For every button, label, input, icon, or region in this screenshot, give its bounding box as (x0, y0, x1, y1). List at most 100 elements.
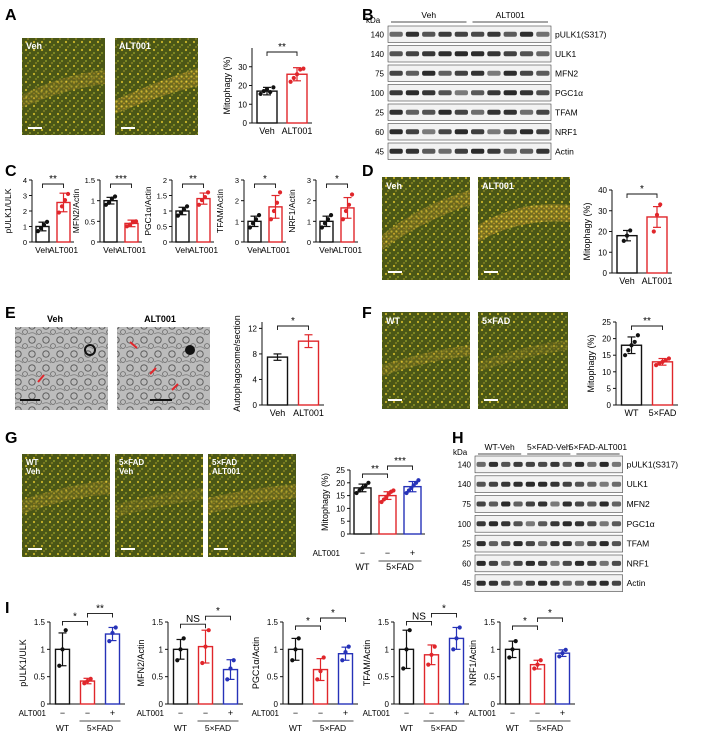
blot-band (513, 580, 523, 586)
blot-band (471, 51, 485, 57)
kda-marker: 100 (371, 89, 385, 98)
significance-label: ** (278, 42, 286, 53)
x-tick-label: Veh (103, 245, 118, 255)
blot-strip (387, 142, 552, 160)
bar-chart-c-1: 0 1 2 3 4 pULK1/ULK Veh ALT001 ** (3, 174, 78, 255)
blot-band (503, 109, 517, 115)
blot-band (476, 461, 486, 467)
blot-band (405, 90, 420, 96)
blot-band (519, 51, 534, 57)
treatment-label: ALT001 (137, 709, 165, 718)
y-axis-label: MFN2/Actin (71, 189, 81, 234)
y-tick-label: 20 (238, 82, 247, 91)
blot-strip (474, 515, 623, 533)
panel-label: B (362, 7, 374, 24)
treatment-sign: − (429, 708, 434, 718)
y-tick-label: 10 (602, 368, 611, 377)
protein-label: MFN2 (555, 68, 578, 78)
blot-band (611, 481, 622, 487)
bar (79, 680, 96, 705)
x-tick-label: ALT001 (189, 245, 218, 255)
data-point (271, 208, 277, 214)
treatment-sign: − (60, 708, 65, 718)
blot-band (501, 560, 511, 566)
blot-band (438, 148, 452, 154)
blot-band (438, 129, 452, 135)
data-point (296, 636, 301, 641)
group-label: WT (400, 723, 413, 733)
blot-band (562, 521, 572, 527)
y-tick-label: 25 (602, 318, 611, 327)
significance-label: * (331, 608, 335, 619)
y-tick-label: 20 (336, 479, 345, 488)
x-tick-label: ALT001 (49, 245, 78, 255)
y-tick-label: 1 (491, 645, 496, 654)
blot-band (389, 148, 403, 154)
data-point (181, 636, 186, 641)
data-point (298, 67, 303, 72)
protein-label: MFN2 (627, 499, 650, 509)
blot-band (599, 461, 609, 467)
red-arrow-icon (129, 341, 138, 349)
protein-label: ULK1 (555, 49, 577, 59)
blot-band (574, 481, 585, 487)
blot-band (389, 109, 403, 115)
y-tick-label: 0 (41, 700, 46, 709)
micrograph-label: Veh (26, 41, 42, 51)
data-point (629, 343, 634, 348)
kda-marker: 75 (375, 69, 384, 78)
micrograph-5xfad-veh: 5×FAD Veh (115, 454, 203, 557)
blot-band (454, 109, 468, 115)
bar-chart-a: 0 10 20 30 Mitophagy (%) Veh ALT001 ** (222, 42, 312, 136)
data-point (274, 200, 280, 205)
y-tick-label: 0 (91, 238, 95, 247)
treatment-sign: + (454, 708, 459, 718)
blot-strip (474, 534, 623, 553)
treatment-sign: + (410, 548, 415, 558)
data-point (85, 678, 90, 684)
significance-label: * (640, 184, 644, 195)
blot-band (538, 501, 548, 507)
blot-band (405, 70, 420, 76)
blot-band (471, 90, 485, 96)
blot-band (611, 501, 622, 507)
blot-band (454, 90, 468, 96)
micrograph-label: ALT001 (482, 181, 514, 191)
blot-band (538, 521, 548, 527)
data-point (328, 213, 334, 218)
micrograph-alt001: ALT001 (115, 38, 198, 135)
data-point (363, 483, 368, 488)
y-tick-label: 30 (598, 207, 607, 216)
blot-band (389, 70, 403, 76)
x-tick-label: Veh (270, 408, 286, 418)
blot-band (562, 501, 572, 507)
data-point (127, 222, 133, 227)
significance-bracket (180, 623, 206, 629)
data-point (507, 655, 512, 660)
panel-label: G (5, 430, 17, 447)
data-point (60, 647, 65, 652)
group-label: WT (174, 723, 187, 733)
blot-band (503, 90, 517, 96)
blot-band (422, 148, 436, 154)
bar-chart-i-5: 0 0.5 1 1.5 NRF1/Actin * * ALT001 − − + WT 5×FAD (468, 608, 575, 733)
bar-chart-c-2: 0 0.5 1 1.5 MFN2/Actin Veh ALT001 *** (71, 174, 146, 255)
data-point (133, 219, 139, 224)
y-tick-label: 0 (23, 238, 27, 247)
panel-d: D Veh ALT001 0 10 20 30 40 Mitophagy (%) Veh AL… (362, 163, 672, 286)
treatment-sign: + (343, 708, 348, 718)
treatment-sign: − (318, 708, 323, 718)
panel-e: E Veh ALT001 0 4 8 12 Autophagosome/section V… (5, 305, 324, 418)
y-tick-label: 0 (253, 401, 258, 410)
y-tick-label: 10 (238, 100, 247, 109)
blot-band (574, 560, 585, 566)
y-tick-label: 25 (336, 466, 345, 475)
data-point (82, 681, 87, 686)
blot-band (562, 541, 572, 547)
treatment-sign: − (360, 548, 365, 558)
y-axis-label: Mitophagy (%) (582, 202, 592, 260)
data-point (184, 204, 190, 209)
x-tick-label: ALT001 (293, 408, 324, 418)
